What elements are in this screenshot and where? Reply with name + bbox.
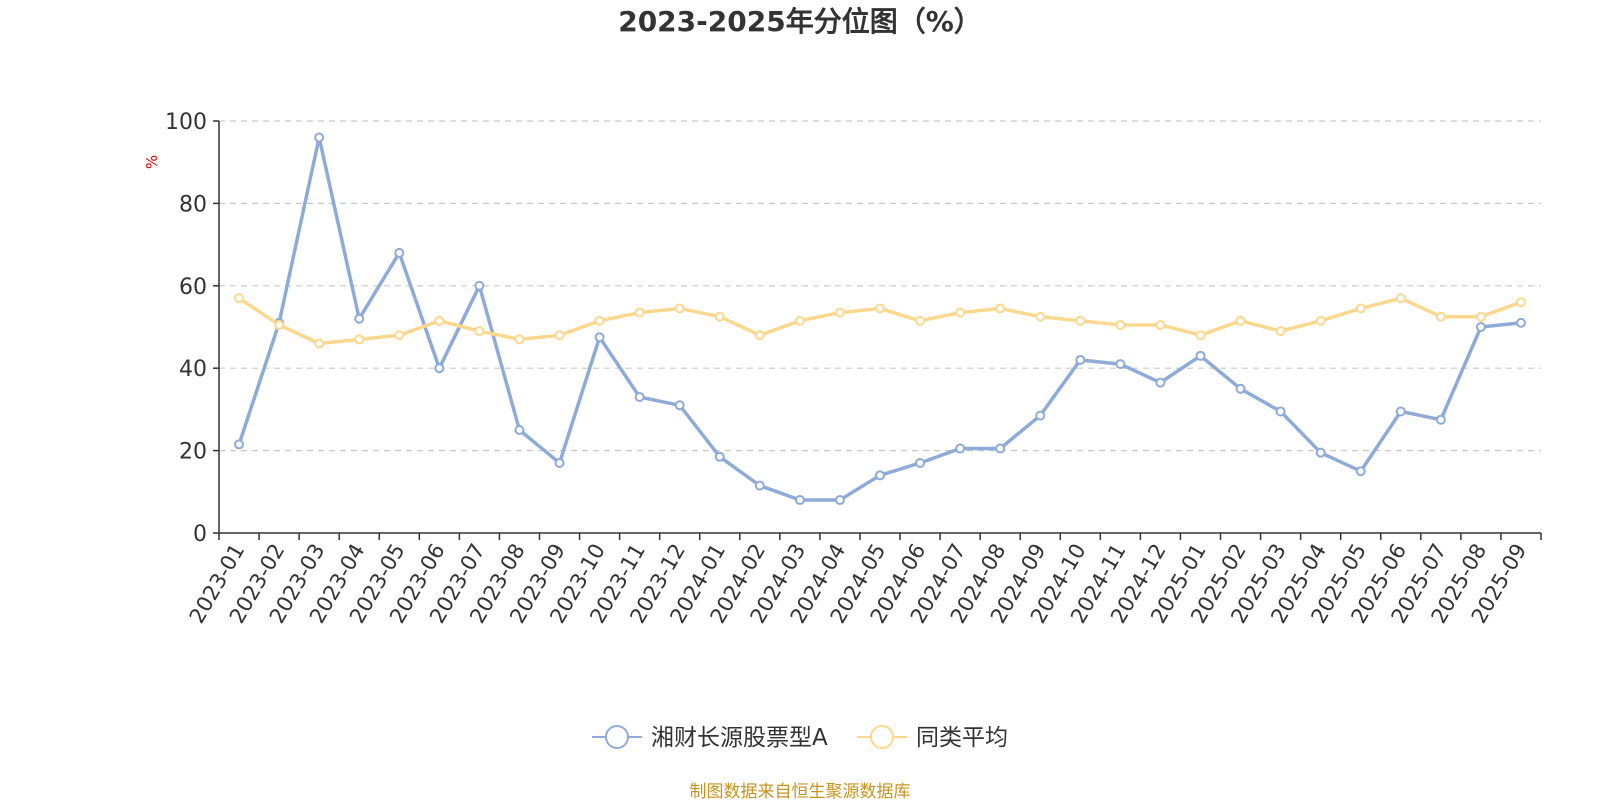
legend-item-1[interactable]: 同类平均: [857, 725, 1008, 751]
y-tick-label: 80: [179, 192, 207, 217]
data-point[interactable]: [594, 315, 605, 326]
data-point[interactable]: [1035, 410, 1046, 421]
data-point[interactable]: [1275, 326, 1286, 337]
data-point[interactable]: [754, 480, 765, 491]
data-point[interactable]: [674, 303, 685, 314]
y-tick-label: 40: [179, 357, 207, 382]
y-tick-label: 0: [193, 522, 207, 547]
data-point[interactable]: [915, 457, 926, 468]
data-point[interactable]: [1195, 350, 1206, 361]
data-point[interactable]: [274, 319, 285, 330]
data-point[interactable]: [1235, 315, 1246, 326]
data-source-note: 制图数据来自恒生聚源数据库: [690, 782, 911, 800]
data-point[interactable]: [955, 307, 966, 318]
data-point[interactable]: [1355, 303, 1366, 314]
data-point[interactable]: [1155, 377, 1166, 388]
data-point[interactable]: [875, 303, 885, 314]
y-tick-label: 60: [179, 275, 207, 300]
data-point[interactable]: [434, 363, 445, 374]
data-point[interactable]: [394, 330, 405, 341]
y-tick-label: 100: [165, 110, 207, 135]
legend-marker: [605, 725, 629, 749]
data-point[interactable]: [1395, 293, 1406, 304]
data-point[interactable]: [754, 330, 765, 341]
series-0: [234, 132, 1526, 506]
legend[interactable]: 湘财长源股票型A 同类平均: [592, 725, 1008, 751]
data-point[interactable]: [314, 132, 325, 143]
data-point[interactable]: [1035, 311, 1046, 322]
data-point[interactable]: [554, 457, 565, 468]
data-point[interactable]: [234, 439, 245, 450]
data-point[interactable]: [394, 247, 405, 258]
legend-marker: [870, 725, 894, 749]
data-point[interactable]: [1395, 406, 1406, 417]
axes: [218, 121, 1541, 534]
data-point[interactable]: [1515, 297, 1526, 308]
data-point[interactable]: [354, 334, 365, 345]
data-point[interactable]: [674, 400, 685, 411]
data-point[interactable]: [1115, 319, 1126, 330]
data-point[interactable]: [1515, 317, 1526, 328]
data-point[interactable]: [794, 495, 805, 506]
data-point[interactable]: [1315, 315, 1326, 326]
data-point[interactable]: [1435, 311, 1446, 322]
y-axis-unit-label: %: [143, 155, 161, 169]
data-point[interactable]: [1355, 466, 1366, 477]
data-point[interactable]: [834, 495, 845, 506]
data-point[interactable]: [514, 334, 525, 345]
data-point[interactable]: [434, 315, 445, 326]
data-point[interactable]: [1435, 414, 1446, 425]
data-point[interactable]: [1155, 319, 1166, 330]
data-point[interactable]: [594, 332, 605, 343]
legend-item-0[interactable]: 湘财长源股票型A: [592, 725, 828, 751]
data-point[interactable]: [794, 315, 805, 326]
data-point[interactable]: [514, 425, 525, 435]
chart-title: 2023-2025年分位图（%）: [618, 5, 982, 38]
data-point[interactable]: [234, 293, 245, 304]
data-point[interactable]: [875, 470, 885, 481]
data-point[interactable]: [634, 307, 645, 318]
data-point[interactable]: [314, 338, 325, 349]
data-point[interactable]: [1195, 330, 1206, 341]
grid-lines: [219, 120, 1541, 452]
data-point[interactable]: [955, 443, 966, 454]
data-point[interactable]: [474, 326, 485, 337]
series-layer: [234, 132, 1526, 506]
data-point[interactable]: [1475, 311, 1486, 322]
y-axis-ticks: 0 20 40 60 80 100: [165, 110, 219, 547]
series-1: [234, 293, 1526, 349]
data-point[interactable]: [1475, 322, 1486, 332]
data-point[interactable]: [554, 330, 565, 341]
data-point[interactable]: [1075, 315, 1086, 326]
data-point[interactable]: [714, 451, 725, 462]
y-tick-label: 20: [179, 440, 207, 465]
data-point[interactable]: [1275, 406, 1286, 417]
data-point[interactable]: [834, 307, 845, 318]
data-point[interactable]: [634, 392, 645, 403]
data-point[interactable]: [915, 315, 926, 326]
data-point[interactable]: [1235, 383, 1246, 394]
data-point[interactable]: [474, 280, 485, 291]
data-point[interactable]: [1315, 447, 1326, 458]
data-point[interactable]: [995, 303, 1006, 314]
x-axis-ticks: 2023-012023-022023-032023-042023-052023-…: [185, 533, 1542, 627]
data-point[interactable]: [995, 443, 1006, 454]
data-point[interactable]: [354, 313, 365, 324]
data-point[interactable]: [1115, 359, 1126, 370]
data-point[interactable]: [1075, 354, 1086, 365]
legend-label: 湘财长源股票型A: [651, 725, 828, 751]
data-point[interactable]: [714, 311, 725, 322]
legend-label: 同类平均: [916, 725, 1008, 751]
